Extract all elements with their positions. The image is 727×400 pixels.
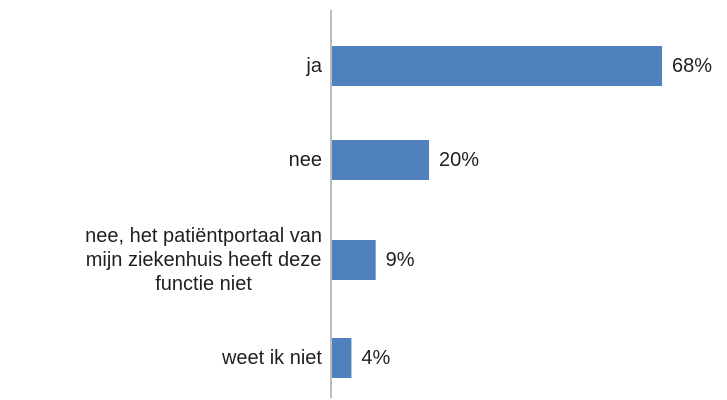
- category-label-line: nee, het patiëntportaal van: [85, 225, 322, 247]
- value-label-3: 4%: [361, 347, 391, 369]
- category-label-line: weet ik niet: [221, 347, 322, 369]
- bar-2: [332, 240, 376, 280]
- bar-0: [332, 46, 662, 86]
- value-label-2: 9%: [385, 249, 415, 271]
- category-label-line: functie niet: [155, 273, 252, 295]
- category-label-0: ja: [306, 54, 322, 78]
- category-label-line: ja: [306, 55, 322, 77]
- bar-1: [332, 140, 430, 180]
- category-label-line: nee: [288, 149, 322, 171]
- value-label-1: 20%: [439, 149, 480, 171]
- category-label-2: nee, het patiëntportaal van mijn ziekenhu…: [85, 224, 322, 296]
- value-label-0: 68%: [672, 55, 713, 77]
- category-label-3: weet ik niet: [222, 346, 322, 370]
- category-label-1: nee: [289, 148, 322, 172]
- category-label-line: mijn ziekenhuis heeft deze: [85, 249, 322, 271]
- bar-3: [332, 338, 352, 378]
